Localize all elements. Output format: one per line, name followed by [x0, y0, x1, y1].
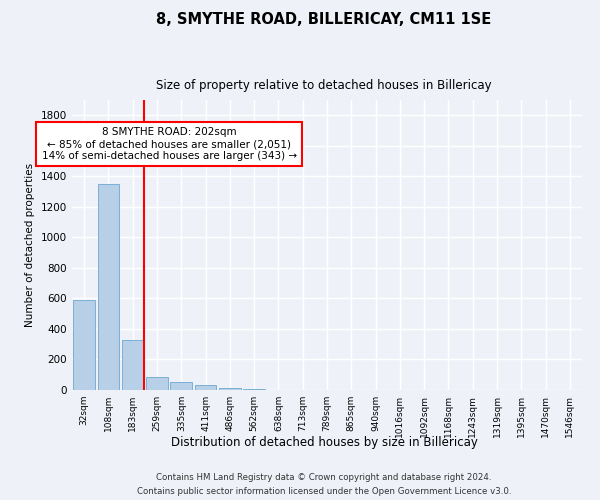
Bar: [73, 300, 95, 390]
Text: Size of property relative to detached houses in Billericay: Size of property relative to detached ho…: [156, 78, 492, 92]
Text: 8, SMYTHE ROAD, BILLERICAY, CM11 1SE: 8, SMYTHE ROAD, BILLERICAY, CM11 1SE: [157, 12, 491, 28]
Bar: [97, 184, 119, 390]
Text: Contains HM Land Registry data © Crown copyright and database right 2024.: Contains HM Land Registry data © Crown c…: [156, 473, 492, 482]
Bar: [219, 388, 241, 390]
Bar: [170, 382, 192, 390]
Bar: [122, 340, 143, 390]
Bar: [194, 386, 217, 390]
Y-axis label: Number of detached properties: Number of detached properties: [25, 163, 35, 327]
Text: 8 SMYTHE ROAD: 202sqm
← 85% of detached houses are smaller (2,051)
14% of semi-d: 8 SMYTHE ROAD: 202sqm ← 85% of detached …: [41, 128, 297, 160]
Text: Contains public sector information licensed under the Open Government Licence v3: Contains public sector information licen…: [137, 486, 511, 496]
Bar: [146, 377, 168, 390]
Text: Distribution of detached houses by size in Billericay: Distribution of detached houses by size …: [170, 436, 478, 449]
